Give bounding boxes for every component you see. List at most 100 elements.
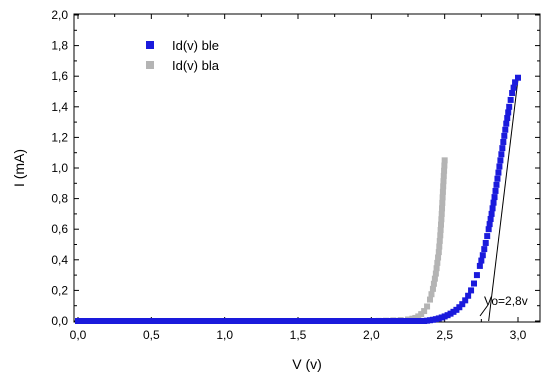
data-point: [496, 163, 503, 170]
data-point: [315, 318, 322, 324]
data-point: [320, 318, 327, 324]
data-point: [386, 318, 393, 324]
data-point: [440, 183, 447, 190]
data-point: [165, 318, 172, 324]
data-point: [468, 287, 475, 294]
y-tick-label: 0,4: [51, 253, 68, 267]
data-point: [335, 318, 342, 324]
y-tick-label: 0,2: [51, 283, 68, 297]
data-point: [436, 243, 443, 250]
data-point: [500, 138, 507, 145]
data-point: [190, 318, 197, 324]
data-point: [200, 318, 207, 324]
x-axis: 0,0 0,5 1,0 1,5 2,0 2,5 3,0: [70, 14, 527, 342]
data-point: [490, 199, 497, 206]
data-point: [427, 296, 433, 303]
data-series: [75, 74, 521, 324]
y-tick-label: 1,0: [51, 161, 68, 175]
data-point: [507, 96, 514, 103]
legend-marker-id-v-ble: [146, 41, 154, 49]
data-point: [381, 318, 388, 324]
data-point: [350, 318, 357, 324]
y-tick-label: 1,8: [51, 39, 68, 53]
data-point: [155, 318, 162, 324]
data-point: [429, 285, 436, 292]
data-point: [175, 318, 182, 324]
data-point: [105, 318, 112, 324]
data-point: [491, 194, 498, 201]
data-point: [424, 303, 431, 310]
data-point: [215, 318, 222, 324]
y-tick-label: 2,0: [51, 8, 68, 22]
data-point: [493, 181, 500, 188]
data-point: [504, 115, 511, 122]
data-point: [295, 318, 302, 324]
data-point: [484, 233, 491, 240]
data-point: [489, 205, 496, 212]
plot-frame: [73, 13, 541, 323]
data-point: [140, 318, 147, 324]
data-point: [506, 103, 513, 110]
data-point: [441, 162, 448, 169]
x-tick-label: 2,0: [363, 328, 380, 342]
data-point: [431, 275, 438, 282]
data-point: [473, 272, 480, 279]
data-point: [355, 318, 362, 324]
data-point: [438, 210, 445, 217]
data-point: [481, 246, 488, 253]
data-point: [180, 318, 187, 324]
y-tick-label: 0,6: [51, 222, 68, 236]
data-point: [512, 79, 519, 86]
data-point: [441, 167, 448, 174]
data-point: [325, 318, 332, 324]
data-point: [125, 318, 132, 324]
x-axis-title: V (v): [292, 356, 322, 372]
data-point: [185, 318, 192, 324]
x-tick-label: 2,5: [436, 328, 453, 342]
x-tick-label: 1,5: [290, 328, 307, 342]
data-point: [245, 318, 252, 324]
data-point: [439, 199, 446, 206]
data-point: [505, 109, 512, 116]
data-point: [250, 318, 257, 324]
data-point: [80, 318, 87, 324]
data-point: [130, 318, 137, 324]
data-point: [428, 291, 435, 298]
data-point: [465, 292, 472, 299]
data-point: [150, 318, 157, 324]
data-point: [438, 221, 444, 228]
y-tick-label: 0,8: [51, 192, 68, 206]
y-tick-label: 1,2: [51, 130, 68, 144]
data-point: [418, 311, 425, 318]
x-tick-label: 0,0: [70, 328, 87, 342]
data-point: [370, 318, 377, 324]
annotation: Vo=2,8v: [479, 294, 528, 317]
data-point: [435, 249, 442, 256]
data-point: [411, 318, 418, 324]
data-point: [430, 280, 437, 287]
data-point: [476, 262, 483, 269]
data-point: [145, 318, 152, 324]
data-point: [432, 270, 439, 277]
data-point: [497, 157, 504, 164]
data-point: [498, 151, 505, 158]
data-point: [439, 194, 446, 201]
data-point: [462, 297, 469, 304]
data-point: [240, 318, 247, 324]
x-tick-label: 1,0: [216, 328, 233, 342]
annotation-label: Vo=2,8v: [484, 294, 528, 308]
data-point: [310, 318, 317, 324]
data-point: [305, 318, 312, 324]
data-point: [75, 318, 81, 324]
data-point: [495, 169, 502, 176]
data-point: [441, 157, 448, 164]
data-point: [270, 318, 277, 324]
data-point: [396, 318, 403, 324]
trend-lines: [488, 79, 519, 322]
data-point: [170, 318, 177, 324]
data-point: [90, 318, 97, 324]
data-point: [440, 172, 447, 179]
data-point: [225, 318, 232, 324]
data-point: [471, 280, 477, 287]
